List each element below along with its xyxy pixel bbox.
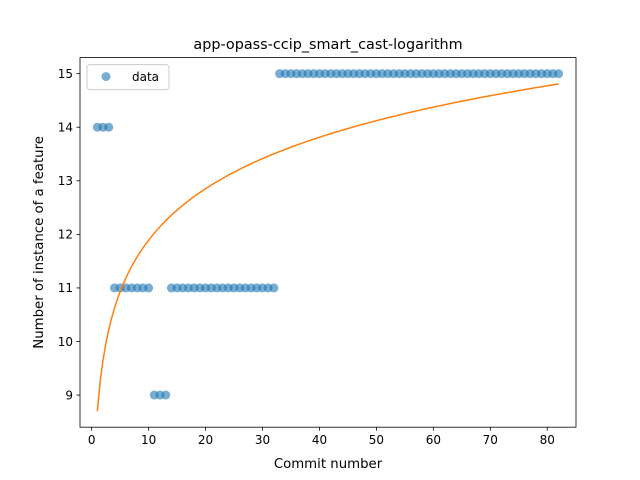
y-tick-label: 13 [58,174,73,188]
plot-area [80,57,576,428]
y-tick-label: 14 [58,121,73,135]
y-tick-label: 9 [65,388,73,402]
legend-label-data: data [132,70,159,84]
chart-title: app-opass-ccip_smart_cast-logarithm [193,37,462,53]
legend-marker-data [101,72,111,82]
y-tick-label: 15 [58,67,73,81]
legend: data [86,64,170,91]
x-tick-label: 80 [540,433,555,447]
y-axis-ticks: 9 10 11 12 13 14 15 [58,67,80,402]
data-point [144,283,154,293]
y-tick-label: 12 [58,228,73,242]
plot-frame [79,57,577,428]
x-tick-label: 50 [369,433,384,447]
y-tick-label: 10 [58,335,73,349]
data-points [92,69,564,400]
x-tick-label: 70 [483,433,498,447]
x-tick-label: 10 [141,433,156,447]
x-axis-ticks: 0 10 20 30 40 50 60 70 80 [88,427,555,447]
x-tick-label: 30 [255,433,270,447]
y-tick-label: 11 [58,281,73,295]
x-tick-label: 40 [312,433,327,447]
legend-box [86,64,170,91]
x-tick-label: 20 [198,433,213,447]
data-point [269,283,279,293]
data-point [554,69,564,79]
x-axis-label: Commit number [274,457,383,472]
data-point [104,122,114,132]
x-tick-label: 60 [426,433,441,447]
fit-line [96,83,559,412]
data-point [161,390,171,400]
x-tick-label: 0 [88,433,96,447]
y-axis-label: Number of instance of a feature [32,136,47,349]
